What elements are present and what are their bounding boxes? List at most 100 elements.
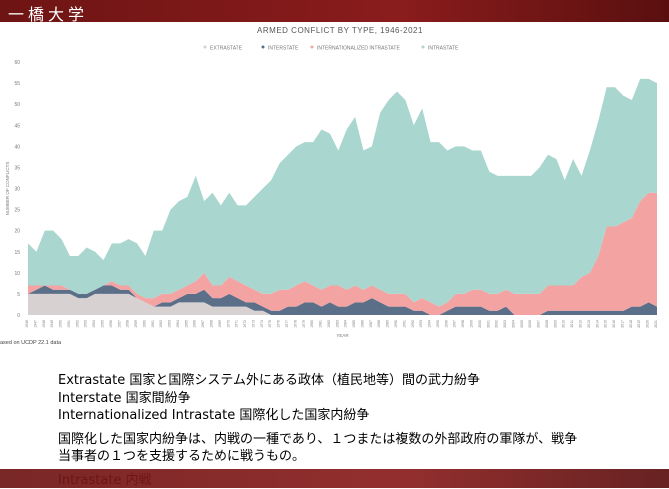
x-tick-label: 1989 (386, 320, 390, 328)
y-tick-label: 30 (14, 187, 20, 193)
x-tick-label: 2012 (579, 320, 583, 328)
x-tick-label: 1951 (67, 320, 71, 328)
x-tick-label: 1984 (344, 320, 348, 328)
legend-label: INTERNATIONALIZED INTRASTATE (317, 46, 400, 52)
header-band: 一橋大学 (0, 0, 669, 22)
x-tick-label: 1979 (302, 320, 306, 328)
x-tick-label: 2006 (528, 320, 532, 328)
x-tick-label: 2003 (503, 320, 507, 328)
x-tick-label: 1998 (461, 320, 465, 328)
note-line: Internationalized Intrastate 国際化した国家内紛争 (58, 407, 658, 425)
x-tick-label: 1969 (218, 320, 222, 328)
x-tick-label: 1970 (226, 320, 230, 328)
legend-swatch (204, 46, 207, 49)
x-tick-label: 1978 (293, 320, 297, 328)
x-tick-label: 1972 (243, 320, 247, 328)
x-tick-label: 1966 (193, 320, 197, 328)
x-tick-label: 2010 (562, 320, 566, 328)
x-tick-label: 2001 (486, 320, 490, 328)
x-tick-label: 2020 (646, 320, 650, 328)
x-tick-label: 1997 (453, 320, 457, 328)
x-tick-label: 1990 (394, 320, 398, 328)
x-tick-label: 1946 (25, 320, 29, 328)
x-tick-label: 1976 (277, 320, 281, 328)
x-tick-label: 1968 (210, 320, 214, 328)
x-tick-label: 1991 (402, 320, 406, 328)
x-tick-label: 1956 (109, 320, 113, 328)
x-tick-label: 1977 (285, 320, 289, 328)
x-tick-label: 1985 (352, 320, 356, 328)
x-tick-label: 1987 (369, 320, 373, 328)
x-tick-label: 1967 (201, 320, 205, 328)
y-tick-label: 15 (14, 250, 20, 256)
y-tick-label: 45 (14, 123, 20, 129)
y-tick-label: 0 (17, 313, 20, 319)
x-tick-label: 1959 (134, 320, 138, 328)
y-tick-label: 55 (14, 81, 20, 87)
x-tick-label: 1963 (168, 320, 172, 328)
y-tick-label: 20 (14, 229, 20, 235)
x-tick-label: 1954 (92, 320, 96, 328)
legend-swatch (422, 46, 425, 49)
x-tick-label: 2002 (495, 320, 499, 328)
x-tick-label: 2009 (553, 320, 557, 328)
legend-swatch (311, 46, 314, 49)
legend-label: INTERSTATE (268, 46, 299, 52)
note-line: 国際化した国家内紛争は、内戦の一種であり、１つまたは複数の外部政府の軍隊が、戦争 (58, 431, 658, 449)
x-tick-label: 1982 (327, 320, 331, 328)
x-tick-label: 2017 (620, 320, 624, 328)
x-tick-label: 2014 (595, 320, 599, 328)
x-tick-label: 1994 (428, 320, 432, 328)
x-tick-label: 2013 (587, 320, 591, 328)
y-tick-label: 10 (14, 271, 20, 277)
area (28, 79, 657, 307)
legend-label: EXTRASTATE (210, 46, 243, 52)
x-tick-label: 1948 (42, 320, 46, 328)
x-tick-label: 1992 (411, 320, 415, 328)
x-tick-label: 1962 (159, 320, 163, 328)
x-tick-label: 2016 (612, 320, 616, 328)
x-tick-label: 2011 (570, 320, 574, 328)
x-tick-label: 1975 (268, 320, 272, 328)
x-tick-label: 2018 (629, 320, 633, 328)
x-tick-label: 1988 (377, 320, 381, 328)
chart: ARMED CONFLICT BY TYPE, 1946-2021 EXTRAST… (0, 22, 669, 357)
x-tick-label: 1953 (84, 320, 88, 328)
x-tick-label: 1949 (50, 320, 54, 328)
y-tick-label: 40 (14, 144, 20, 150)
legend-swatch (262, 46, 265, 49)
x-tick-label: 2004 (511, 320, 515, 328)
y-tick-label: 50 (14, 102, 20, 108)
x-tick-label: 1947 (33, 320, 37, 328)
x-tick-label: 1974 (260, 320, 264, 328)
source: ased on UCDP 22.1 data (0, 340, 62, 346)
chart-title: ARMED CONFLICT BY TYPE, 1946-2021 (257, 26, 423, 35)
x-tick-label: 2019 (637, 320, 641, 328)
x-tick-label: 1960 (142, 320, 146, 328)
note-line: Extrastate 国家と国際システム外にある政体（植民地等）間の武力紛争 (58, 372, 658, 390)
y-tick-label: 60 (14, 60, 20, 66)
note-line: Interstate 国家間紛争 (58, 390, 658, 408)
y-tick-label: 5 (17, 292, 20, 298)
x-tick-label: 1973 (251, 320, 255, 328)
x-tick-label: 1955 (100, 320, 104, 328)
x-tick-label: 1983 (335, 320, 339, 328)
x-tick-label: 2000 (478, 320, 482, 328)
x-tick-label: 2015 (604, 320, 608, 328)
x-tick-label: 1995 (436, 320, 440, 328)
x-tick-label: 1993 (419, 320, 423, 328)
y-tick-label: 25 (14, 208, 20, 214)
x-tick-label: 1996 (444, 320, 448, 328)
x-axis-label: YEAR (336, 333, 349, 338)
x-tick-label: 1999 (469, 320, 473, 328)
x-tick-label: 2007 (537, 320, 541, 328)
x-tick-label: 2008 (545, 320, 549, 328)
x-tick-label: 2021 (654, 320, 658, 328)
x-tick-label: 1957 (117, 320, 121, 328)
x-tick-label: 1971 (235, 320, 239, 328)
legend-label: INTRASTATE (428, 46, 459, 52)
footer-band (0, 469, 669, 488)
y-axis-label: NUMBER OF CONFLICTS (5, 162, 10, 216)
y-tick-label: 35 (14, 165, 20, 171)
x-tick-label: 1952 (75, 320, 79, 328)
